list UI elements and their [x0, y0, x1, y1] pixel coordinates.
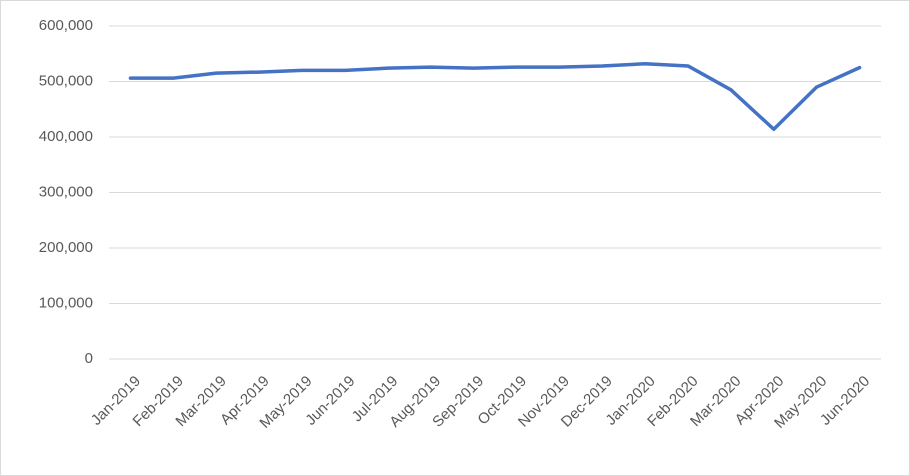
data-line	[128, 61, 862, 131]
y-tick-label: 400,000	[39, 128, 93, 145]
y-tick-label: 300,000	[39, 183, 93, 200]
y-tick-label: 100,000	[39, 294, 93, 311]
y-tick-label: 500,000	[39, 72, 93, 89]
y-tick-label: 600,000	[39, 17, 93, 34]
y-tick-label: 200,000	[39, 239, 93, 256]
y-tick-label: 0	[85, 350, 93, 367]
